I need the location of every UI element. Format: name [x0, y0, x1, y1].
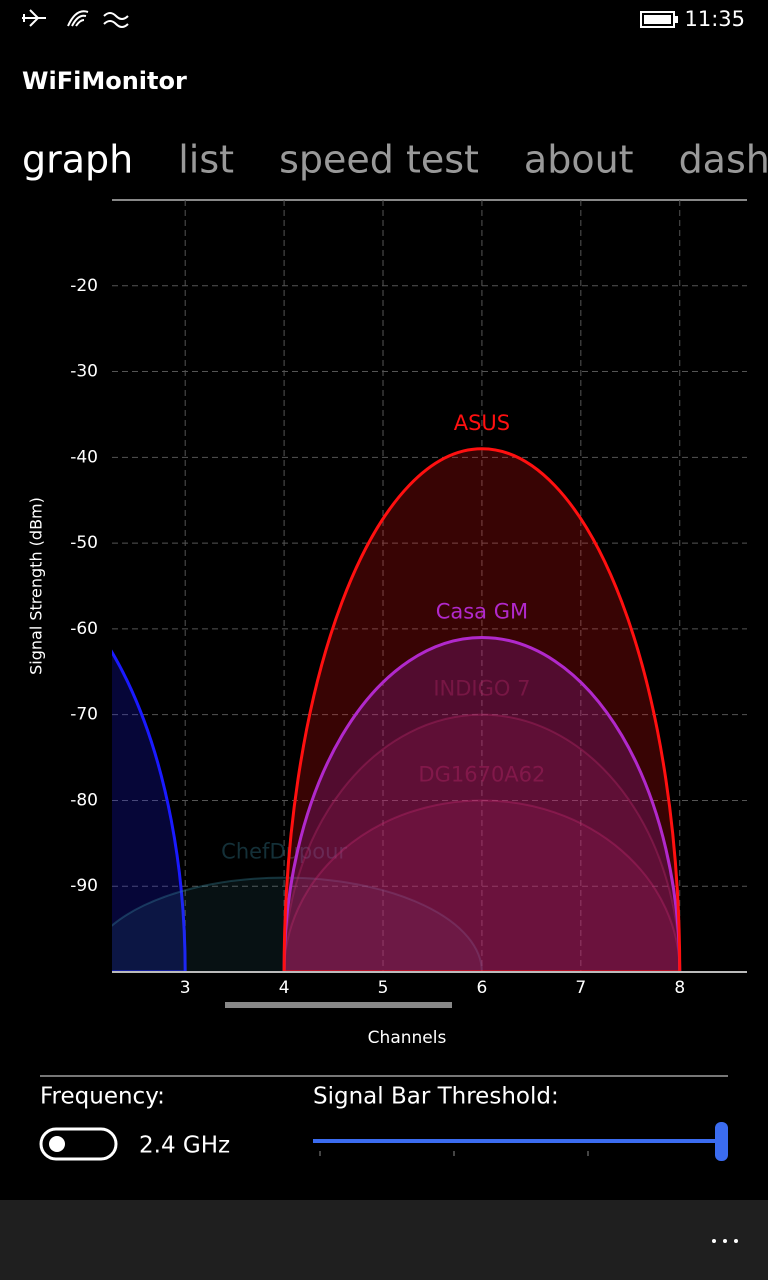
- clock: 11:35: [684, 7, 745, 31]
- grid: -90 -80 -70 -60 -50 -40 -30 -20 3 4 5 6 7 8: [70, 200, 747, 998]
- y-tick-label: -50: [70, 533, 98, 553]
- tab[interactable]: dashboard: [679, 138, 768, 182]
- network-label: ASUS: [454, 411, 510, 435]
- network-arc: [283, 713, 681, 972]
- signal-icon: [103, 12, 129, 28]
- y-axis-label: Signal Strength (dBm): [27, 497, 46, 675]
- scrollbar[interactable]: [225, 1002, 452, 1008]
- wifi-icon: [67, 10, 89, 27]
- frequency-toggle[interactable]: [39, 1127, 118, 1161]
- tab[interactable]: list: [178, 138, 234, 182]
- x-tick-label: 7: [575, 978, 586, 998]
- network-label: Casa GM: [436, 599, 528, 623]
- network-arc: [112, 649, 187, 972]
- y-tick-label: -20: [70, 276, 98, 296]
- battery: [640, 11, 675, 28]
- more-button[interactable]: [712, 1239, 738, 1243]
- tabs: graph list speed test about dashboard: [22, 138, 768, 182]
- network-arc: [112, 876, 483, 972]
- frequency-value: 2.4 GHz: [139, 1133, 230, 1159]
- x-tick-label: 6: [477, 978, 488, 998]
- network-arc: [283, 799, 681, 972]
- y-tick-label: -30: [70, 362, 98, 382]
- network-label: INDIGO 7: [433, 677, 530, 701]
- app-bar: [0, 1200, 768, 1280]
- tab[interactable]: graph: [22, 138, 133, 182]
- battery-level: [644, 15, 671, 24]
- tab[interactable]: about: [524, 138, 634, 182]
- x-axis-label: Channels: [368, 1028, 447, 1048]
- toggle-knob: [49, 1136, 65, 1152]
- app-title: WiFiMonitor: [22, 67, 187, 95]
- arcs: ChefDupour DG1670A62 INDIGO 7 Casa GM ASUS: [112, 411, 682, 972]
- frequency-label: Frequency:: [40, 1084, 165, 1110]
- network-arc: [282, 636, 682, 972]
- airplane-icon: [22, 9, 46, 27]
- network-label: ChefDupour: [221, 840, 347, 864]
- slider-ticks: [319, 1151, 589, 1156]
- threshold-label: Signal Bar Threshold:: [313, 1084, 559, 1110]
- network-arc: [282, 447, 682, 972]
- battery-tip: [675, 16, 678, 23]
- network-label: DG1670A62: [418, 762, 545, 786]
- tab[interactable]: speed test: [279, 138, 479, 182]
- x-tick-label: 4: [279, 978, 290, 998]
- y-tick-label: -90: [70, 876, 98, 896]
- x-tick-label: 5: [378, 978, 389, 998]
- x-tick-label: 3: [180, 978, 191, 998]
- x-tick-label: 8: [674, 978, 685, 998]
- threshold-thumb[interactable]: [715, 1122, 728, 1161]
- y-tick-label: -40: [70, 447, 98, 467]
- y-tick-label: -80: [70, 790, 98, 810]
- y-tick-label: -70: [70, 705, 98, 725]
- y-tick-label: -60: [70, 619, 98, 639]
